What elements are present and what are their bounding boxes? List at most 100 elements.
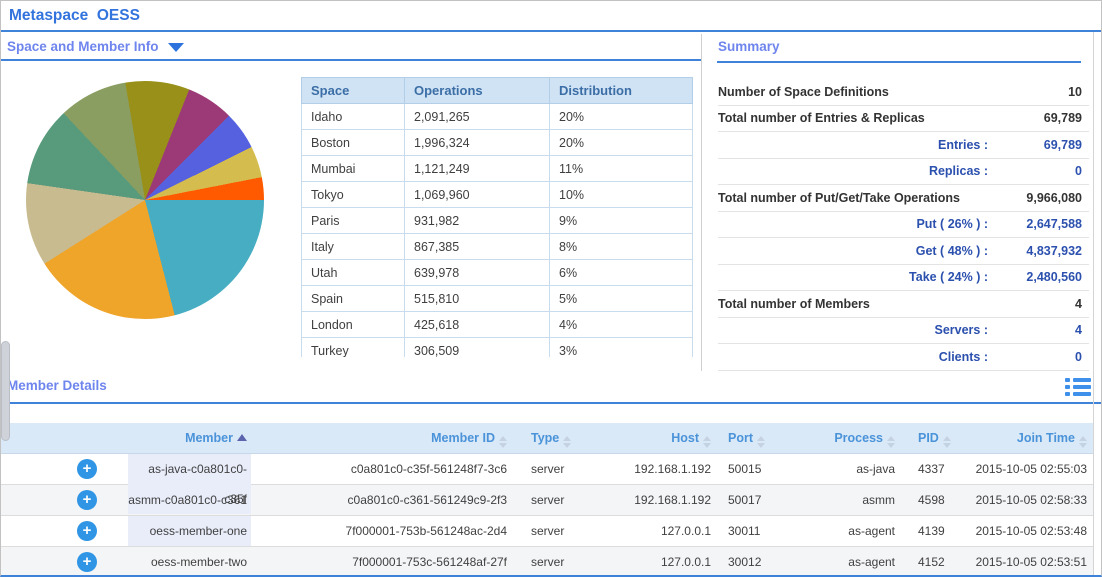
triangle-down-part: [887, 443, 895, 448]
member-col-header-label: Type: [531, 431, 559, 445]
triangle-up-down-icon: [943, 436, 951, 448]
space-col-header-operations: Operations: [405, 78, 550, 104]
member-col-header-label: Process: [834, 431, 883, 445]
member-cell-host: 127.0.0.1: [601, 547, 713, 577]
summary-value: 2,480,560: [1026, 270, 1089, 284]
space-panel-title: Space and Member Info: [7, 39, 184, 54]
member-col-header-expand: [1, 423, 128, 453]
member-row[interactable]: +asmm-c0a801c0-c361c0a801c0-c361-561249c…: [1, 485, 1093, 516]
member-col-header-port[interactable]: Port: [713, 423, 773, 453]
member-row[interactable]: +as-java-c0a801c0-c35fc0a801c0-c35f-5612…: [1, 454, 1093, 485]
triangle-up-down-icon: [499, 436, 507, 448]
member-table-header-row: MemberMember ID Type Host Port Process PID Joi…: [1, 423, 1093, 454]
member-col-header-member_id[interactable]: Member ID: [251, 423, 511, 453]
expand-row-button[interactable]: +: [77, 459, 97, 479]
space-cell-space: Idaho: [302, 104, 405, 130]
member-col-header-join_time[interactable]: Join Time: [961, 423, 1093, 453]
member-cell-type: server: [511, 485, 601, 515]
space-table-body: Idaho2,091,26520%Boston1,996,32420%Mumba…: [302, 104, 693, 358]
member-col-header-label: PID: [918, 431, 939, 445]
expand-row-button[interactable]: +: [77, 521, 97, 541]
summary-value: 0: [1075, 164, 1089, 178]
member-col-header-member[interactable]: Member: [128, 423, 251, 453]
left-scrollbar-thumb[interactable]: [1, 341, 10, 441]
member-row[interactable]: +oess-member-one7f000001-753b-561248ac-2…: [1, 516, 1093, 547]
member-cell-process: as-agent: [773, 547, 899, 577]
member-cell-join_time: 2015-10-05 02:53:51: [961, 547, 1093, 577]
right-inner-divider: [1093, 32, 1094, 575]
expand-row-button[interactable]: +: [77, 490, 97, 510]
space-table: Space Operations Distribution Idaho2,091…: [301, 77, 693, 357]
summary-value: 0: [1075, 350, 1089, 364]
summary-row: Total number of Members4: [718, 291, 1089, 318]
member-col-header-pid[interactable]: PID: [899, 423, 961, 453]
space-cell-operations: 425,618: [405, 312, 550, 338]
space-cell-space: Mumbai: [302, 156, 405, 182]
expand-row-button[interactable]: +: [77, 552, 97, 572]
top-header: Metaspace OESS: [1, 1, 1101, 32]
summary-label: Clients :: [718, 350, 988, 364]
space-panel-header[interactable]: Space and Member Info: [1, 34, 701, 61]
space-cell-distribution: 6%: [550, 260, 693, 286]
member-col-header-process[interactable]: Process: [773, 423, 899, 453]
summary-label: Take ( 24% ) :: [718, 270, 988, 284]
summary-value: 4: [1075, 297, 1089, 311]
member-col-header-type[interactable]: Type: [511, 423, 601, 453]
triangle-up-down-icon: [1079, 436, 1087, 448]
summary-value: 69,789: [1044, 138, 1089, 152]
summary-title: Summary: [718, 39, 780, 54]
summary-rows: Number of Space Definitions10 Total numbe…: [718, 79, 1089, 371]
summary-label: Replicas :: [718, 164, 988, 178]
space-cell-distribution: 3%: [550, 338, 693, 358]
triangle-up-part: [1079, 436, 1087, 441]
summary-label: Servers :: [718, 323, 988, 337]
member-cell-join_time: 2015-10-05 02:53:48: [961, 516, 1093, 546]
member-details-header: Member Details: [1, 371, 1101, 404]
triangle-up-down-icon: [703, 436, 711, 448]
list-view-button[interactable]: [1065, 377, 1091, 398]
member-cell-port: 30011: [713, 516, 773, 546]
member-cell-expand: +: [1, 516, 128, 546]
space-and-member-panel: Space and Member Info Space Operations D…: [1, 34, 702, 371]
member-details-section: Member Details MemberMember ID Type Host Po…: [1, 371, 1101, 575]
member-cell-pid: 4139: [899, 516, 961, 546]
space-row: Utah639,9786%: [302, 260, 693, 286]
member-cell-host: 127.0.0.1: [601, 516, 713, 546]
space-cell-space: London: [302, 312, 405, 338]
summary-label: Total number of Entries & Replicas: [718, 111, 925, 125]
triangle-down-part: [703, 443, 711, 448]
space-row: Paris931,9829%: [302, 208, 693, 234]
space-cell-distribution: 9%: [550, 208, 693, 234]
summary-row: Replicas : 0: [718, 159, 1089, 186]
space-row: London425,6184%: [302, 312, 693, 338]
member-table-body: +as-java-c0a801c0-c35fc0a801c0-c35f-5612…: [1, 454, 1093, 577]
summary-row: Get ( 48% ) :4,837,932: [718, 238, 1089, 265]
member-col-header-host[interactable]: Host: [601, 423, 713, 453]
space-cell-distribution: 5%: [550, 286, 693, 312]
space-cell-distribution: 11%: [550, 156, 693, 182]
member-cell-port: 30012: [713, 547, 773, 577]
member-cell-host: 192.168.1.192: [601, 485, 713, 515]
triangle-up-part: [499, 436, 507, 441]
member-cell-member: asmm-c0a801c0-c361: [128, 485, 251, 515]
space-table-container: Space Operations Distribution Idaho2,091…: [301, 77, 694, 357]
space-cell-distribution: 20%: [550, 130, 693, 156]
space-col-header-space: Space: [302, 78, 405, 104]
space-row: Italy867,3858%: [302, 234, 693, 260]
space-cell-operations: 1,996,324: [405, 130, 550, 156]
triangle-up-down-icon: [887, 436, 895, 448]
summary-row: Number of Space Definitions10: [718, 79, 1089, 106]
summary-row: Total number of Put/Get/Take Operations9…: [718, 185, 1089, 212]
metaspace-dashboard: Metaspace OESS Space and Member Info Spa…: [0, 0, 1102, 577]
member-row[interactable]: +oess-member-two7f000001-753c-561248af-2…: [1, 547, 1093, 577]
member-col-header-label: Host: [671, 431, 699, 445]
member-cell-pid: 4152: [899, 547, 961, 577]
triangle-down-part: [757, 443, 765, 448]
space-row: Spain515,8105%: [302, 286, 693, 312]
summary-row: Take ( 24% ) : 2,480,560: [718, 265, 1089, 292]
member-cell-member: oess-member-one: [128, 516, 251, 546]
triangle-up-part: [703, 436, 711, 441]
space-row: Idaho2,091,26520%: [302, 104, 693, 130]
space-col-header-distribution: Distribution: [550, 78, 693, 104]
caret-down-icon[interactable]: [168, 43, 184, 52]
